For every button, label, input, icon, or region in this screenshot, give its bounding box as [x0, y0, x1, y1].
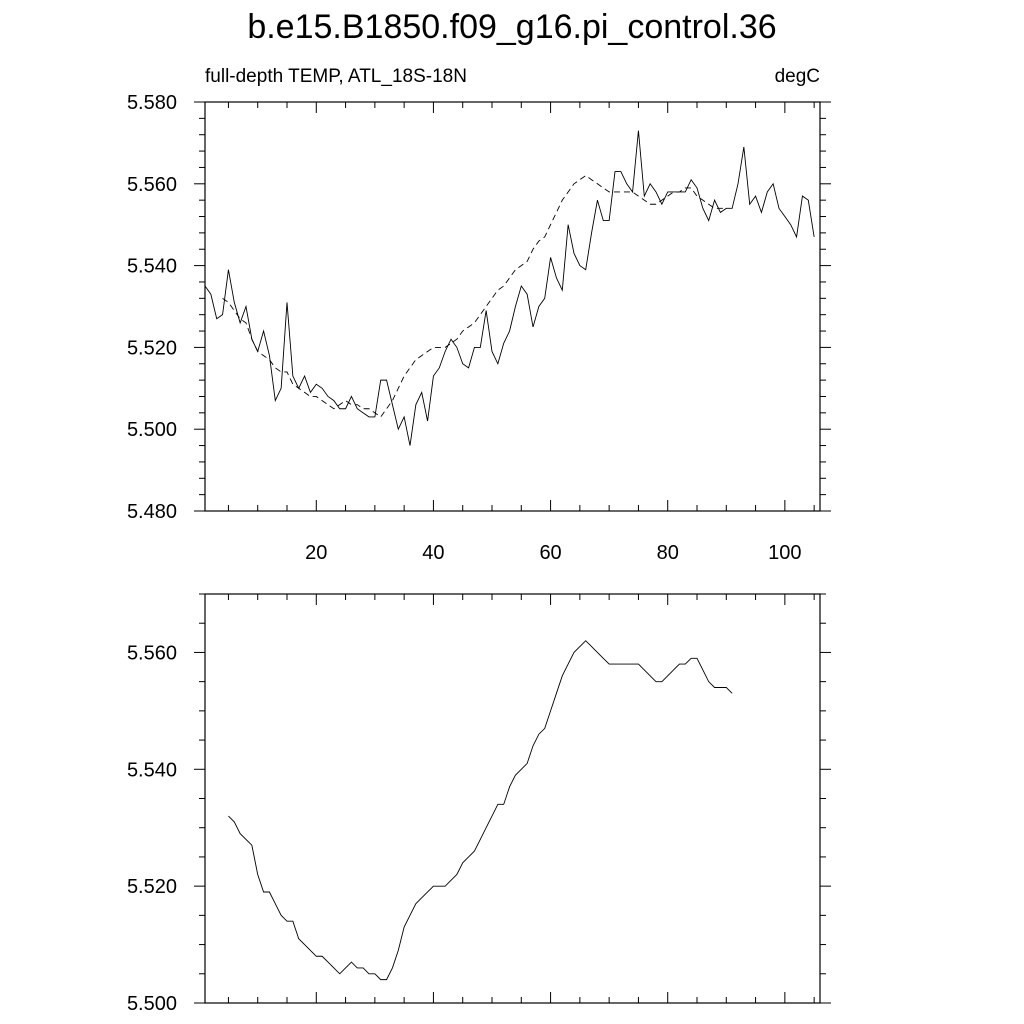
bottom-y-tick-label: 5.540 — [127, 759, 177, 781]
bottom-y-tick-label: 5.520 — [127, 876, 177, 898]
top-x-tick-label: 20 — [305, 542, 327, 564]
top-series-line-dashed — [222, 175, 727, 418]
top-x-tick-label: 60 — [539, 542, 561, 564]
top-x-tick-label: 100 — [768, 542, 801, 564]
top-x-tick-label: 80 — [657, 542, 679, 564]
bottom-panel: 5.500 5.520 5.540 5.560 — [127, 593, 831, 1015]
figure-title: b.e15.B1850.f09_g16.pi_control.36 — [247, 8, 776, 46]
bottom-y-tick-label: 5.500 — [127, 993, 177, 1015]
top-plot-frame — [204, 101, 821, 512]
bottom-series-line-solid — [228, 640, 733, 981]
bottom-y-tick-label: 5.560 — [127, 642, 177, 664]
top-y-tick-label: 5.480 — [127, 501, 177, 523]
top-y-tick-label: 5.560 — [127, 174, 177, 196]
bottom-plot-frame — [204, 593, 821, 1004]
top-y-tick-label: 5.500 — [127, 419, 177, 441]
top-x-tick-label: 40 — [422, 542, 444, 564]
top-series-line-solid — [204, 130, 815, 446]
top-left-label: full-depth TEMP, ATL_18S-18N — [205, 66, 467, 87]
top-panel: 20 40 60 80 100 5.480 5.500 5.520 5.540 5.560 5.58… — [127, 92, 831, 564]
top-right-label: degC — [775, 66, 820, 87]
top-y-tick-label: 5.520 — [127, 337, 177, 359]
top-y-tick-label: 5.580 — [127, 92, 177, 114]
top-y-tick-label: 5.540 — [127, 256, 177, 278]
